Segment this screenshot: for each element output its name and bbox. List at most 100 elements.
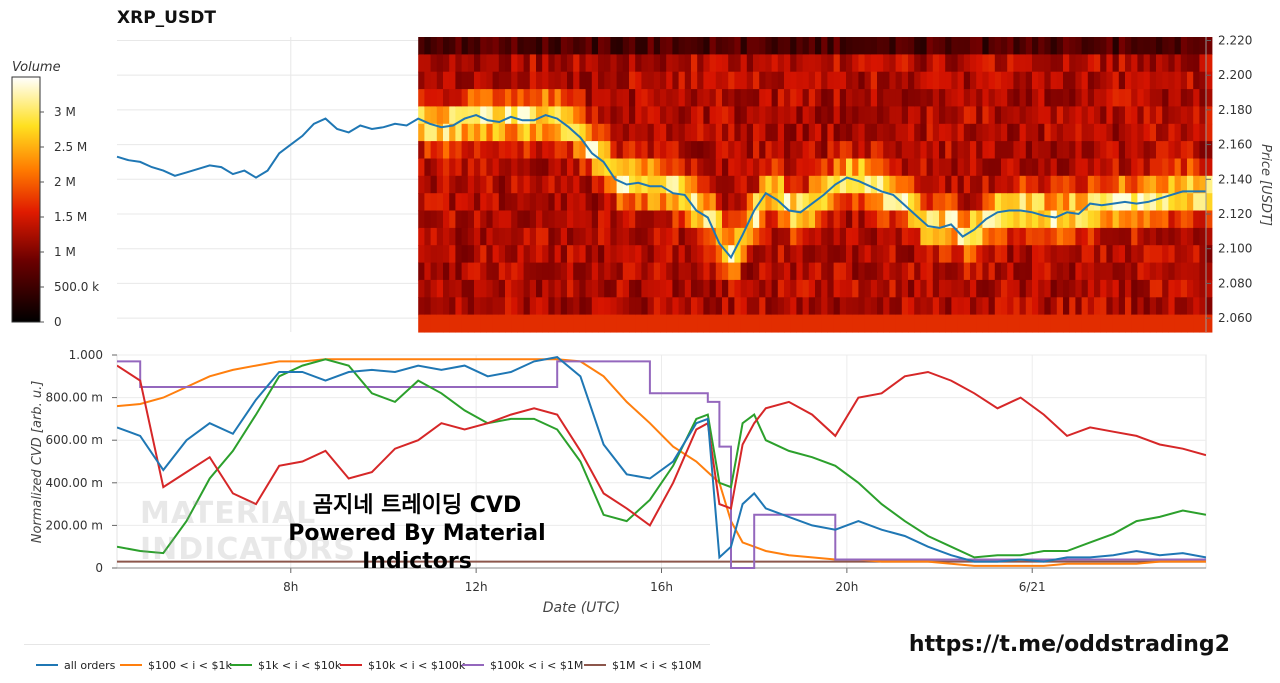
heatmap-cell [567,123,574,142]
heatmap-cell [740,175,748,194]
heatmap-cell [629,297,636,316]
heatmap-cell [1162,297,1169,316]
heatmap-cell [579,71,587,90]
heatmap-cell [684,141,692,160]
heatmap-cell [994,279,1002,298]
heatmap-cell [1094,245,1101,264]
heatmap-cell [1001,141,1008,160]
heatmap-cell [449,193,456,212]
heatmap-cell [1013,37,1021,55]
heatmap-cell [796,37,804,55]
heatmap-cell [784,54,791,73]
heatmap-cell [790,210,797,229]
heatmap-cell [1019,141,1027,160]
heatmap-cell [734,245,742,264]
heatmap-cell [653,37,661,55]
heatmap-cell [672,279,680,298]
legend-item-1m-10m[interactable]: $1M < i < $10M [584,658,701,672]
heatmap-cell [1081,37,1089,55]
heatmap-cell [746,71,754,90]
heatmap-cell [1137,314,1145,333]
heatmap-cell [678,262,686,281]
telegram-link[interactable]: https://t.me/oddstrading2 [908,632,1230,657]
heatmap-cell [1125,175,1132,194]
heatmap-cell [945,314,952,333]
heatmap-cell [852,158,859,177]
heatmap-cell [753,279,760,298]
heatmap-cell [957,71,965,90]
heatmap-cell [852,314,859,333]
heatmap-cell [802,54,810,73]
heatmap-cell [1137,262,1145,281]
heatmap-cell [660,193,667,212]
heatmap-cell [505,297,512,316]
heatmap-cell [1087,175,1095,194]
price-panel[interactable]: 2.2202.2002.1802.1602.1402.1202.1002.080… [116,33,1273,333]
heatmap-cell [1100,227,1107,246]
heatmap-cell [970,297,977,316]
heatmap-cell [864,297,872,316]
colorbar-tick-label: 1 M [54,245,76,259]
heatmap-cell [771,54,779,73]
heatmap-cell [672,210,680,229]
heatmap-cell [1205,245,1213,264]
heatmap-cell [486,245,494,264]
heatmap-cell [604,227,611,246]
heatmap-cell [777,245,785,264]
heatmap-cell [839,141,847,160]
heatmap-cell [1131,89,1138,108]
heatmap-cell [715,314,723,333]
heatmap-cell [722,141,729,160]
heatmap-cell [1069,71,1076,90]
heatmap-cell [1075,141,1083,160]
heatmap-cell [604,193,611,212]
heatmap-cell [529,314,537,333]
heatmap-cell [598,227,605,246]
legend-item-100-1k[interactable]: $100 < i < $1k [120,658,232,672]
heatmap-cell [629,314,636,333]
heatmap-cell [734,141,742,160]
heatmap-cell [951,227,959,246]
heatmap-cell [1075,175,1083,194]
heatmap-cell [1001,262,1008,281]
heatmap-cell [647,193,655,212]
legend-item-10k-100k[interactable]: $10k < i < $100k [340,658,465,672]
heatmap-cell [1187,175,1194,194]
heatmap-cell [1007,158,1014,177]
heatmap-cell [908,314,915,333]
heatmap-cell [536,279,543,298]
heatmap-cell [753,106,760,125]
heatmap-cell [877,89,884,108]
heatmap-cell [759,279,766,298]
heatmap-cell [573,279,580,298]
heatmap-cell [641,37,649,55]
heatmap-cell [1019,123,1027,142]
heatmap-cell [771,175,779,194]
heatmap-cell [449,106,456,125]
legend-item-all-orders[interactable]: all orders [36,658,115,672]
heatmap-cell [542,141,549,160]
heatmap-cell [1162,279,1169,298]
heatmap-cell [461,71,469,90]
heatmap-cell [951,106,959,125]
heatmap-cell [883,123,890,142]
heatmap-cell [641,71,649,90]
heatmap-cell [994,262,1002,281]
legend-item-100k-1m[interactable]: $100k < i < $1M [462,658,583,672]
heatmap-cell [672,54,680,73]
heatmap-cell [616,245,624,264]
heatmap-cell [1131,245,1138,264]
heatmap-cell [1137,175,1145,194]
heatmap-cell [548,71,556,90]
heatmap-cell [424,89,432,108]
heatmap-cell [765,106,773,125]
heatmap-cell [784,71,791,90]
cvd-tick-label: 600.00 m [46,433,104,447]
heatmap-cell [963,54,971,73]
heatmap-cell [1007,245,1014,264]
heatmap-cell [1187,227,1194,246]
heatmap-cell [517,175,525,194]
legend-item-1k-10k[interactable]: $1k < i < $10k [230,658,341,672]
